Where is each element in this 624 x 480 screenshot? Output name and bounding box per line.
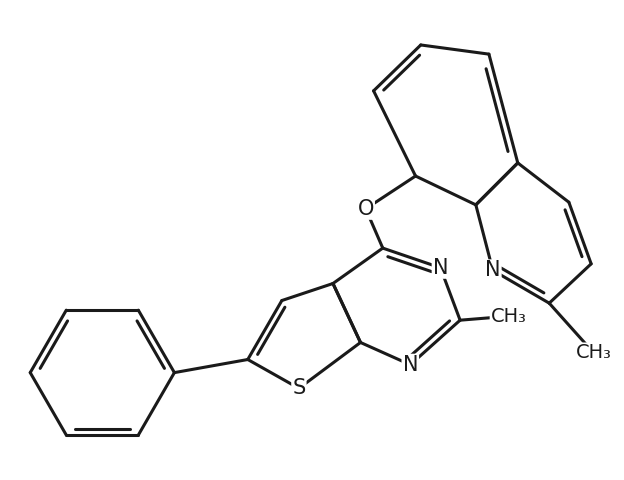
Text: CH₃: CH₃ (576, 344, 612, 362)
Text: N: N (432, 258, 448, 278)
Text: O: O (358, 199, 374, 219)
Text: S: S (292, 378, 306, 398)
Text: CH₃: CH₃ (490, 307, 527, 326)
Text: N: N (402, 355, 418, 375)
Text: N: N (485, 260, 500, 280)
